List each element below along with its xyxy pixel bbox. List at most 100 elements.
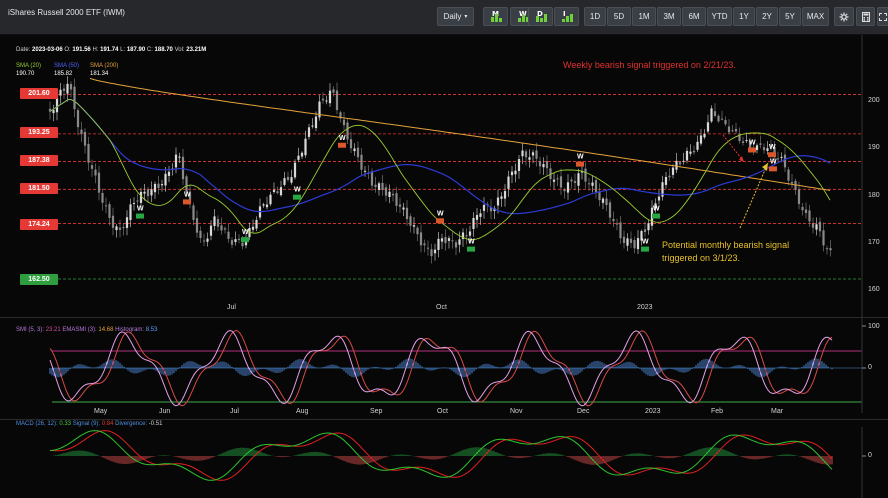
- smi-chart[interactable]: [0, 323, 888, 413]
- range-1d[interactable]: 1D: [584, 7, 606, 26]
- range-6m[interactable]: 6M: [682, 7, 706, 26]
- interval-dropdown[interactable]: Daily ▾: [437, 7, 474, 26]
- candle-body: [339, 112, 342, 119]
- macd-signal-line: [49, 430, 833, 481]
- volume-value: 23.21M: [186, 47, 207, 53]
- candle-body: [241, 242, 244, 247]
- signal-marker-bar: [768, 152, 776, 158]
- candle-body: [720, 118, 724, 120]
- chart-area[interactable]: Date: 2023-03-06 O: 191.56 H: 191.74 L: …: [0, 35, 888, 498]
- signal-marker-letter: W: [339, 135, 346, 142]
- sma20-legend: SMA (20) 190.70: [16, 62, 41, 78]
- candle-body: [640, 231, 643, 241]
- candle-body: [318, 101, 321, 118]
- price-tick-190: 190: [868, 144, 880, 151]
- candle-body: [164, 173, 167, 186]
- price-tick-180: 180: [868, 192, 880, 199]
- candle-body: [696, 141, 699, 150]
- candle-body: [391, 193, 395, 196]
- settings-icon[interactable]: [834, 7, 854, 26]
- candle-body: [531, 152, 535, 156]
- candle-body: [769, 145, 773, 147]
- candle-body: [244, 239, 248, 246]
- candle-body: [423, 243, 426, 246]
- range-2y[interactable]: 2Y: [756, 7, 778, 26]
- signal-marker-letter: W: [653, 206, 660, 213]
- candle-body: [265, 204, 269, 208]
- intraday-letter: I: [563, 10, 566, 18]
- candle-body: [398, 204, 402, 207]
- candle-body: [402, 207, 405, 210]
- monthly-signal-button[interactable]: M: [483, 7, 508, 26]
- candle-body: [563, 189, 566, 192]
- candle-body: [682, 160, 685, 162]
- intraday-signal-button[interactable]: I: [554, 7, 579, 26]
- ohlc-readout: Date: 2023-03-06 O: 191.56 H: 191.74 L: …: [16, 47, 206, 53]
- monthly-arrowhead: [762, 163, 768, 171]
- macd-chart[interactable]: [0, 427, 888, 498]
- range-1y[interactable]: 1Y: [733, 7, 755, 26]
- emasmi-label: EMASMI (3):: [62, 327, 97, 333]
- macd-legend: MACD (26, 12): 0.33 Signal (9): 0.84 Div…: [16, 421, 162, 427]
- candle-body: [783, 154, 787, 168]
- signal-marker-bar: [748, 147, 756, 153]
- candle-body: [822, 230, 825, 246]
- range-5y[interactable]: 5Y: [779, 7, 801, 26]
- range-ytd[interactable]: YTD: [707, 7, 732, 26]
- month-tick: Jun: [159, 408, 171, 415]
- range-3m[interactable]: 3M: [657, 7, 681, 26]
- candle-body: [108, 204, 111, 218]
- high-label: H:: [92, 47, 99, 53]
- candle-body: [818, 221, 822, 232]
- candle-body: [706, 122, 710, 132]
- candle-body: [461, 232, 465, 240]
- candle-body: [549, 168, 552, 180]
- candle-body: [573, 181, 577, 183]
- calculator-icon[interactable]: [856, 7, 875, 26]
- candle-body: [136, 200, 139, 202]
- candle-body: [482, 204, 486, 211]
- signal-label: Signal (9):: [72, 421, 101, 427]
- candle-body: [748, 140, 752, 148]
- sma50-line: [49, 99, 831, 215]
- candle-body: [524, 151, 528, 158]
- candle-body: [591, 182, 594, 186]
- candle-body: [125, 217, 129, 228]
- candle-body: [388, 191, 391, 197]
- candle-body: [97, 172, 101, 193]
- candle-body: [405, 207, 409, 220]
- macd-line: [49, 430, 833, 481]
- candle-body: [409, 216, 412, 226]
- candle-body: [755, 145, 759, 151]
- candle-body: [111, 215, 115, 228]
- candle-body: [790, 182, 794, 184]
- signal-marker-letter: W: [770, 158, 777, 165]
- sma200-line: [89, 77, 831, 191]
- macd-value: 0.33: [59, 421, 72, 427]
- candle-body: [517, 159, 521, 171]
- weekly-arrowhead: [739, 156, 744, 162]
- candle-body: [657, 196, 661, 201]
- candle-body: [762, 147, 766, 151]
- candle-body: [381, 182, 384, 190]
- candle-body: [787, 169, 790, 181]
- range-5d[interactable]: 5D: [607, 7, 631, 26]
- candle-body: [262, 204, 265, 206]
- candle-body: [332, 89, 335, 93]
- signal-marker-bar: [293, 194, 301, 200]
- smi-tick-100: 100: [868, 323, 880, 330]
- candle-body: [661, 182, 664, 197]
- candle-body: [237, 238, 241, 240]
- range-1m[interactable]: 1M: [632, 7, 656, 26]
- candle-body: [542, 164, 545, 168]
- candle-body: [713, 111, 717, 116]
- candle-body: [601, 198, 605, 203]
- level-174: 174.24: [20, 219, 58, 230]
- daily-signal-button[interactable]: D: [528, 7, 553, 26]
- month-tick: Aug: [296, 408, 309, 415]
- range-max[interactable]: MAX: [802, 7, 829, 26]
- candle-body: [94, 169, 97, 176]
- fullscreen-icon[interactable]: [877, 7, 888, 26]
- candle-body: [293, 162, 297, 178]
